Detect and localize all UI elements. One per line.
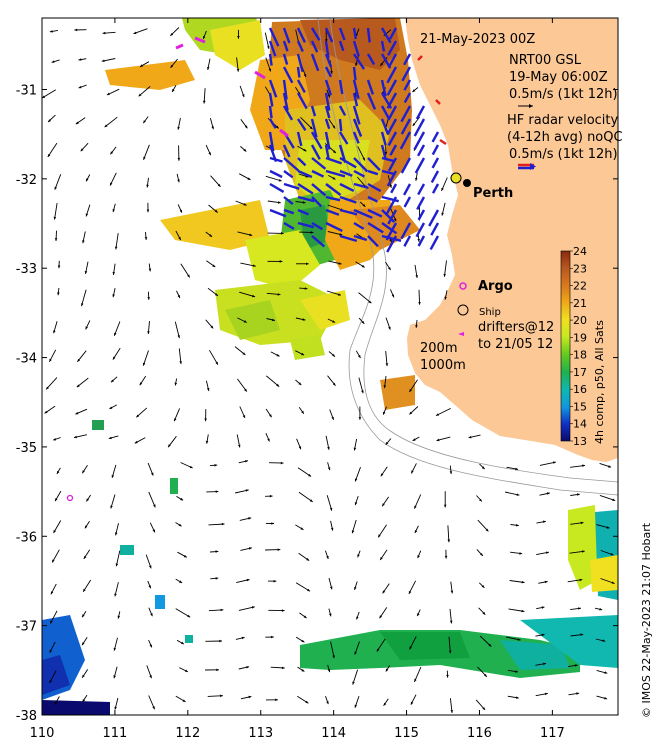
colorbar-title: 4h comp, p50, All Sats [593, 320, 606, 444]
ship-track [417, 55, 447, 146]
depth-200-label: 200m [420, 341, 457, 356]
y-tick-label: -35 [16, 441, 37, 456]
hf-scale-arrow [518, 163, 536, 170]
y-tick-label: -31 [16, 83, 37, 98]
legend: Argo Ship drifters@12 to 21/05 12 200m 1… [420, 279, 554, 373]
argo-symbol [459, 282, 467, 290]
colorbar-tick-label: 13 [573, 435, 587, 448]
colorbar-tick-label: 24 [573, 245, 587, 258]
perth-label: Perth [473, 186, 513, 201]
credit-text: © IMOS 22-May-2023 21:07 Hobart [640, 522, 653, 718]
x-tick-label: 110 [30, 726, 55, 741]
hf-line2: (4-12h avg) noQC [507, 130, 623, 145]
nrt-line2: 19-May 06:00Z [509, 70, 608, 85]
perth-marker: Perth [450, 172, 513, 201]
colorbar-tick-label: 14 [573, 418, 587, 431]
x-tick-label: 112 [175, 726, 200, 741]
y-axis: -31 -32 -33 -34 -35 -36 -37 -38 [16, 83, 618, 724]
argo-label: Argo [478, 279, 513, 294]
colorbar: 24 23 22 21 20 19 18 17 16 15 14 13 4h comp, p50, A… [560, 245, 606, 448]
colorbar-tick-label: 22 [573, 280, 587, 293]
x-tick-label: 111 [102, 726, 127, 741]
y-tick-label: -33 [16, 262, 37, 277]
date-title: 21-May-2023 00Z [420, 32, 535, 47]
ship-label: Ship [479, 307, 501, 318]
nrt-line1: NRT00 GSL [509, 53, 582, 68]
drifter-tracks [175, 36, 289, 138]
argo-float [66, 494, 74, 502]
x-tick-label: 116 [467, 726, 492, 741]
x-tick-label: 114 [321, 726, 346, 741]
drifters-label-1: drifters@12 [478, 320, 554, 335]
x-axis: 110 111 112 113 114 115 116 117 [30, 18, 565, 741]
hf-radar-vectors [268, 27, 440, 253]
colorbar-tick-label: 16 [573, 383, 587, 396]
colorbar-tick-label: 15 [573, 400, 587, 413]
ship-symbol [457, 304, 469, 316]
x-tick-label: 117 [540, 726, 565, 741]
y-tick-label: -34 [16, 352, 37, 367]
y-tick-label: -32 [16, 173, 37, 188]
hf-line1: HF radar velocity [507, 113, 619, 128]
drifters-label-2: to 21/05 12 [478, 337, 553, 352]
colorbar-tick-label: 23 [573, 262, 587, 275]
x-tick-label: 115 [394, 726, 419, 741]
y-tick-label: -36 [16, 530, 37, 545]
bathymetry-contours [317, 18, 618, 496]
colorbar-tick-label: 17 [573, 366, 587, 379]
nrt-scale: 0.5m/s (1kt 12h) [509, 87, 618, 102]
drifter-symbol [458, 332, 464, 336]
colorbar-tick-label: 20 [573, 314, 587, 327]
depth-1000-label: 1000m [420, 358, 466, 373]
y-tick-label: -37 [16, 620, 37, 635]
y-tick-label: -38 [16, 709, 37, 724]
nrt-scale-arrow [518, 104, 533, 108]
x-tick-label: 113 [248, 726, 273, 741]
colorbar-tick-label: 21 [573, 297, 587, 310]
colorbar-tick-label: 19 [573, 331, 587, 344]
current-vectors [42, 27, 616, 713]
colorbar-tick-label: 18 [573, 349, 587, 362]
hf-scale: 0.5m/s (1kt 12h) [509, 147, 618, 162]
